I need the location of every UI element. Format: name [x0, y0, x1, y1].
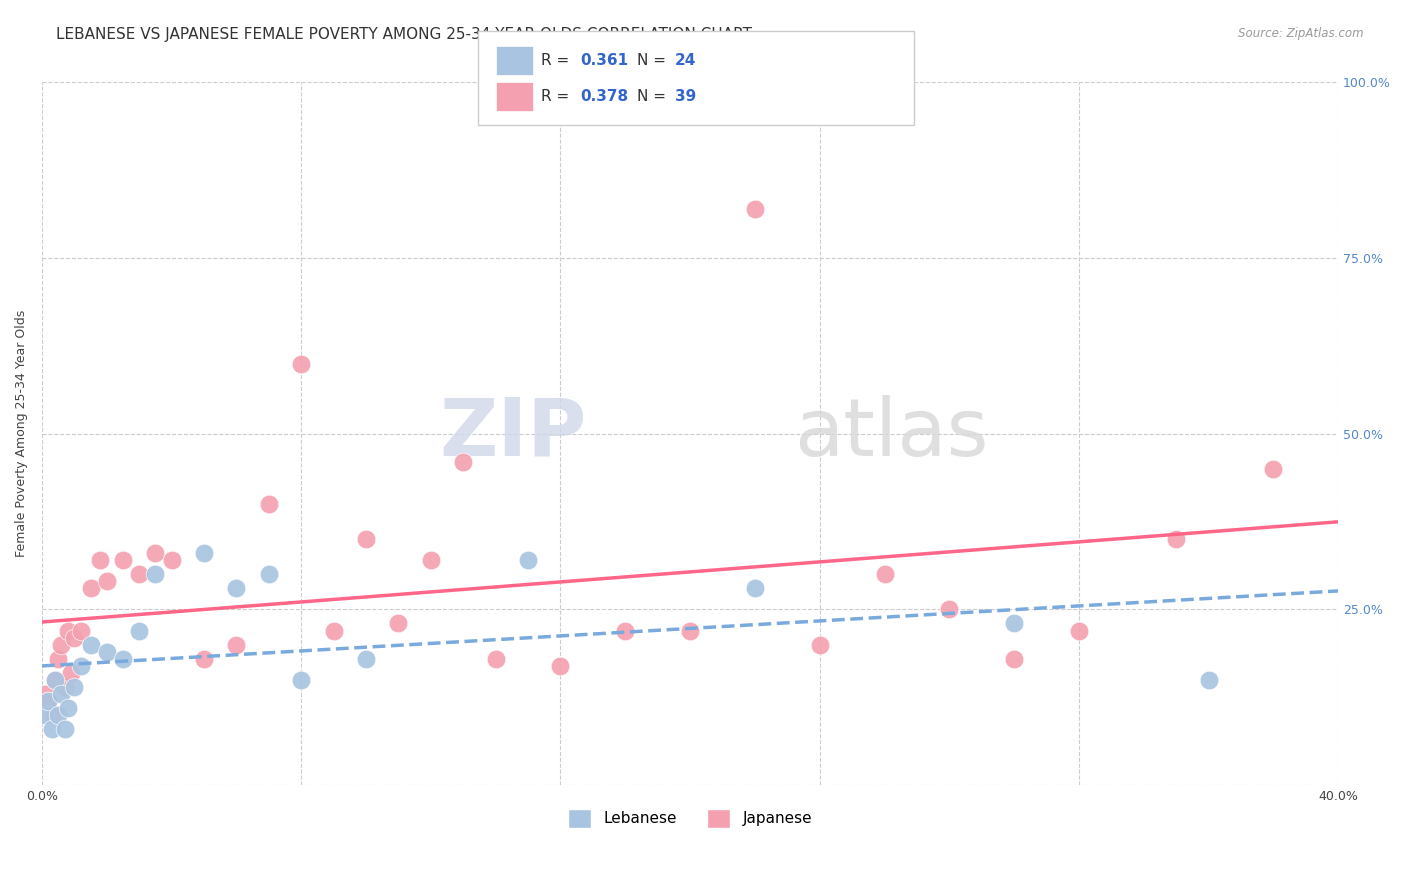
- Point: [63, 631, 86, 645]
- Point: [1198, 673, 1220, 687]
- Text: 39: 39: [675, 89, 696, 103]
- Point: [41, 707, 63, 722]
- Text: N =: N =: [637, 89, 671, 103]
- Text: ZIP: ZIP: [439, 395, 586, 473]
- Text: LEBANESE VS JAPANESE FEMALE POVERTY AMONG 25-34 YEAR OLDS CORRELATION CHART: LEBANESE VS JAPANESE FEMALE POVERTY AMON…: [56, 27, 752, 42]
- Point: [354, 532, 377, 546]
- Point: [46, 651, 69, 665]
- Point: [1002, 651, 1025, 665]
- Point: [873, 567, 896, 582]
- Point: [46, 707, 69, 722]
- Point: [37, 694, 59, 708]
- Point: [51, 638, 73, 652]
- Point: [290, 357, 312, 371]
- Point: [34, 687, 56, 701]
- Point: [143, 546, 166, 560]
- Point: [111, 553, 134, 567]
- Point: [79, 582, 101, 596]
- Point: [53, 680, 76, 694]
- Point: [225, 582, 247, 596]
- Point: [744, 202, 766, 216]
- Point: [1002, 616, 1025, 631]
- Text: 24: 24: [675, 54, 696, 68]
- Point: [517, 553, 540, 567]
- Point: [808, 638, 831, 652]
- Point: [60, 665, 83, 680]
- Text: atlas: atlas: [794, 395, 988, 473]
- Point: [485, 651, 508, 665]
- Point: [96, 574, 118, 589]
- Y-axis label: Female Poverty Among 25-34 Year Olds: Female Poverty Among 25-34 Year Olds: [15, 310, 28, 558]
- Point: [79, 638, 101, 652]
- Point: [1166, 532, 1188, 546]
- Point: [938, 602, 960, 616]
- Point: [550, 658, 572, 673]
- Point: [41, 722, 63, 736]
- Point: [69, 658, 91, 673]
- Point: [128, 624, 150, 638]
- Point: [193, 651, 215, 665]
- Text: N =: N =: [637, 54, 671, 68]
- Point: [614, 624, 637, 638]
- Legend: Lebanese, Japanese: Lebanese, Japanese: [562, 803, 818, 834]
- Point: [1067, 624, 1090, 638]
- Point: [290, 673, 312, 687]
- Point: [225, 638, 247, 652]
- Text: R =: R =: [541, 89, 575, 103]
- Point: [69, 624, 91, 638]
- Point: [111, 651, 134, 665]
- Text: R =: R =: [541, 54, 575, 68]
- Point: [56, 700, 79, 714]
- Point: [1263, 462, 1285, 476]
- Point: [34, 707, 56, 722]
- Point: [387, 616, 409, 631]
- Point: [96, 644, 118, 658]
- Point: [63, 680, 86, 694]
- Point: [44, 673, 66, 687]
- Point: [451, 455, 474, 469]
- Point: [89, 553, 111, 567]
- Point: [128, 567, 150, 582]
- Point: [143, 567, 166, 582]
- Point: [354, 651, 377, 665]
- Point: [193, 546, 215, 560]
- Point: [322, 624, 344, 638]
- Point: [44, 673, 66, 687]
- Point: [51, 687, 73, 701]
- Text: 0.378: 0.378: [581, 89, 628, 103]
- Point: [53, 722, 76, 736]
- Text: 0.361: 0.361: [581, 54, 628, 68]
- Point: [419, 553, 441, 567]
- Point: [257, 497, 280, 511]
- Point: [56, 624, 79, 638]
- Point: [679, 624, 702, 638]
- Text: Source: ZipAtlas.com: Source: ZipAtlas.com: [1239, 27, 1364, 40]
- Point: [37, 694, 59, 708]
- Point: [744, 582, 766, 596]
- Point: [160, 553, 183, 567]
- Point: [257, 567, 280, 582]
